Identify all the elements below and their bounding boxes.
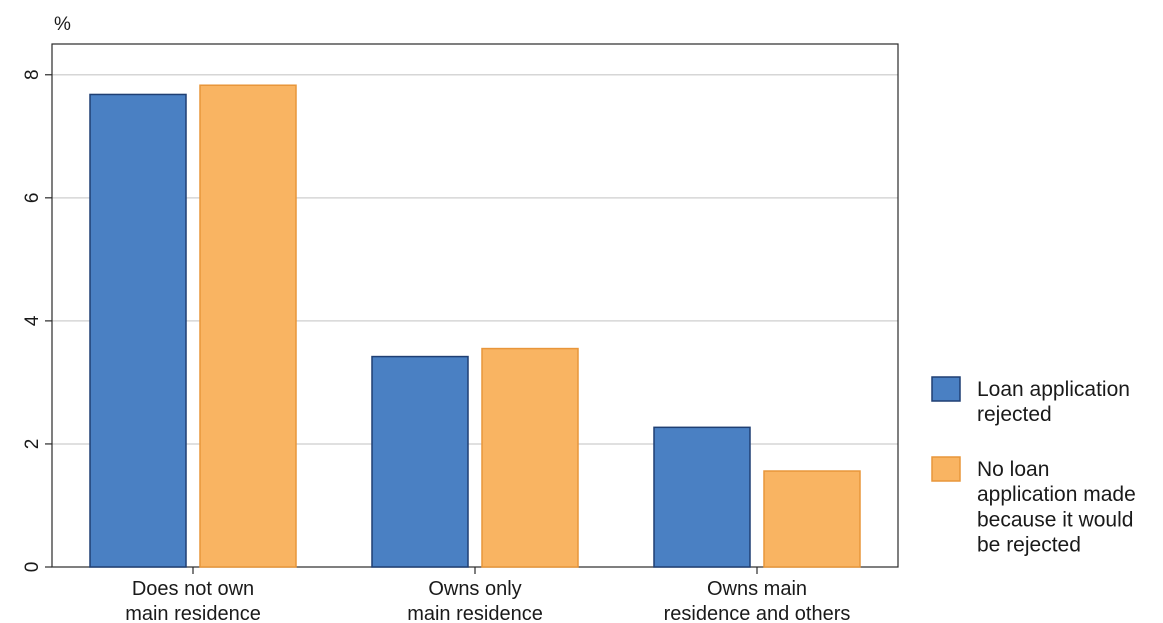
x-tick-label-3: Owns main residence and others [664, 578, 851, 623]
bar-series1-cat2 [372, 357, 468, 567]
y-tick-label-6: 6 [22, 193, 43, 204]
legend-swatch-2 [932, 457, 960, 481]
x-tick-label-1: Does not own main residence [125, 578, 261, 623]
bar-series2-cat1 [200, 85, 296, 567]
legend-swatch-1 [932, 377, 960, 401]
legend-label-2: No loan application made because it would b… [977, 458, 1136, 557]
bar-series1-cat3 [654, 427, 750, 567]
legend-label-1: Loan application rejected [977, 378, 1130, 426]
y-tick-label-4: 4 [22, 315, 43, 326]
y-tick-label-2: 2 [22, 439, 43, 450]
y-tick-label-8: 8 [22, 69, 43, 80]
y-tick-label-0: 0 [22, 562, 43, 573]
bar-series1-cat1 [90, 94, 186, 567]
bar-series2-cat2 [482, 349, 578, 567]
bar-series2-cat3 [764, 471, 860, 567]
y-axis-unit: % [54, 14, 71, 35]
x-tick-label-2: Owns only main residence [407, 578, 543, 623]
